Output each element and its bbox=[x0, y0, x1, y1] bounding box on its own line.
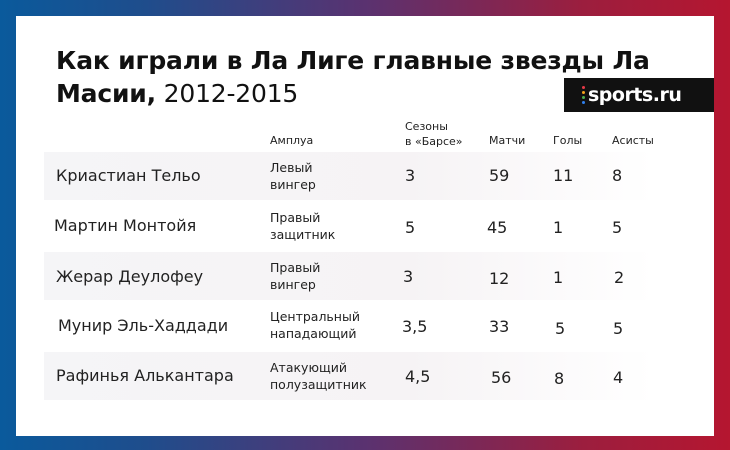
header-goals: Голы bbox=[553, 134, 583, 147]
player-role-line1: Правый bbox=[270, 260, 321, 275]
player-seasons: 3 bbox=[403, 267, 414, 286]
logo-dot-red bbox=[582, 86, 585, 89]
player-role-line2: защитник bbox=[270, 227, 336, 242]
player-name: Рафинья Алькантара bbox=[56, 366, 234, 385]
player-goals: 8 bbox=[554, 369, 565, 388]
page-title: Как играли в Ла Лиге главные звезды Ла М… bbox=[56, 44, 714, 110]
table-row: Жерар Деулофеу Правый вингер 3 12 1 2 bbox=[44, 252, 654, 300]
header-seasons-line2: в «Барсе» bbox=[405, 135, 463, 148]
player-role: Атакующий полузащитник bbox=[270, 359, 367, 393]
player-goals: 5 bbox=[555, 319, 566, 338]
player-assists: 8 bbox=[612, 166, 623, 185]
player-role-line2: вингер bbox=[270, 277, 316, 292]
player-matches: 33 bbox=[489, 317, 510, 336]
sports-ru-logo[interactable]: sports.ru bbox=[564, 78, 714, 112]
player-role-line2: вингер bbox=[270, 177, 316, 192]
player-goals: 11 bbox=[553, 166, 574, 185]
header-seasons-line1: Сезоны bbox=[405, 120, 448, 133]
logo-dot-orange bbox=[582, 91, 585, 94]
player-role: Центральный нападающий bbox=[270, 308, 360, 342]
player-assists: 4 bbox=[613, 368, 624, 387]
player-role-line1: Центральный bbox=[270, 309, 360, 324]
player-seasons: 4,5 bbox=[405, 367, 431, 386]
header-matches: Матчи bbox=[489, 134, 526, 147]
title-years: 2012-2015 bbox=[155, 79, 299, 108]
player-goals: 1 bbox=[553, 268, 564, 287]
table-row: Криастиан Тельо Левый вингер 3 59 11 8 bbox=[44, 152, 654, 200]
table-row: Рафинья Алькантара Атакующий полузащитни… bbox=[44, 352, 654, 400]
player-role-line1: Атакующий bbox=[270, 360, 347, 375]
player-role: Правый защитник bbox=[270, 209, 335, 243]
player-goals: 1 bbox=[553, 218, 564, 237]
player-name: Мартин Монтойя bbox=[54, 216, 197, 235]
player-role-line2: нападающий bbox=[270, 326, 357, 341]
logo-dot-blue bbox=[582, 101, 585, 104]
player-role: Правый вингер bbox=[270, 259, 320, 293]
player-role-line2: полузащитник bbox=[270, 377, 367, 392]
player-matches: 59 bbox=[489, 166, 510, 185]
logo-dot-green bbox=[582, 96, 585, 99]
player-matches: 45 bbox=[487, 218, 508, 237]
player-seasons: 5 bbox=[405, 218, 416, 237]
player-role: Левый вингер bbox=[270, 159, 316, 193]
player-matches: 56 bbox=[491, 368, 512, 387]
player-assists: 2 bbox=[614, 268, 625, 287]
logo-dots-icon bbox=[582, 86, 585, 104]
player-role-line1: Левый bbox=[270, 160, 313, 175]
header-role: Амплуа bbox=[270, 134, 314, 147]
player-name: Мунир Эль-Хаддади bbox=[58, 316, 229, 335]
card: Как играли в Ла Лиге главные звезды Ла М… bbox=[16, 16, 714, 436]
table-row: Мунир Эль-Хаддади Центральный нападающий… bbox=[44, 302, 654, 350]
header-assists: Асисты bbox=[612, 134, 654, 147]
player-seasons: 3 bbox=[405, 166, 416, 185]
player-role-line1: Правый bbox=[270, 210, 321, 225]
header-seasons: Сезоны в «Барсе» bbox=[405, 119, 463, 149]
player-name: Жерар Деулофеу bbox=[56, 267, 204, 286]
player-matches: 12 bbox=[489, 269, 510, 288]
logo-text: sports.ru bbox=[588, 84, 682, 106]
player-assists: 5 bbox=[613, 319, 624, 338]
player-assists: 5 bbox=[612, 218, 623, 237]
player-seasons: 3,5 bbox=[402, 317, 428, 336]
player-name: Криастиан Тельо bbox=[56, 166, 201, 185]
title-bold: Как играли в Ла Лиге главные звезды Ла М… bbox=[56, 46, 650, 108]
table-row: Мартин Монтойя Правый защитник 5 45 1 5 bbox=[44, 202, 654, 250]
